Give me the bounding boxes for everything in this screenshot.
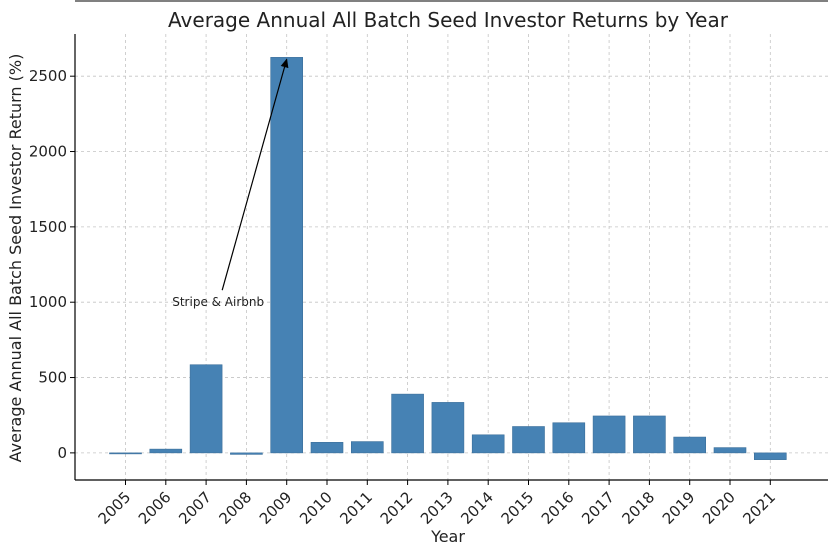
x-tick-label: 2013: [417, 488, 457, 528]
x-tick-label: 2006: [135, 488, 175, 528]
x-tick-label: 2009: [256, 488, 296, 528]
bar-2019: [673, 436, 707, 454]
x-tick-label: 2005: [95, 488, 135, 528]
x-axis-label: Year: [430, 527, 465, 546]
y-axis-label: Average Annual All Batch Seed Investor R…: [6, 54, 25, 463]
x-tick-label: 2019: [659, 488, 699, 528]
bar-2008: [230, 452, 263, 455]
bar-2015: [512, 426, 545, 454]
bar-2017: [592, 415, 626, 454]
bar-2020: [713, 447, 747, 454]
annotations: Stripe & Airbnb: [172, 58, 289, 309]
x-tick-label: 2010: [296, 488, 336, 528]
bar-2016: [552, 422, 586, 454]
chart-title: Average Annual All Batch Seed Investor R…: [168, 8, 729, 32]
y-tick-label: 0: [57, 444, 67, 462]
annotation-label: Stripe & Airbnb: [172, 295, 264, 309]
x-tick-label: 2015: [498, 488, 538, 528]
bar-2012: [391, 393, 424, 454]
bar-2007: [189, 364, 223, 454]
y-tick-label: 2000: [29, 143, 67, 161]
x-tick-label: 2012: [377, 488, 417, 528]
bar-2010: [310, 442, 344, 454]
x-tick-label: 2017: [578, 488, 618, 528]
axes: [70, 0, 828, 485]
bar-2018: [633, 415, 666, 454]
y-tick-label: 2500: [29, 67, 67, 85]
x-tick-label: 2014: [457, 488, 497, 528]
y-tick-label: 1500: [29, 218, 67, 236]
x-tick-label: 2007: [175, 488, 215, 528]
annotation-arrow: [221, 58, 289, 291]
grid: [75, 34, 828, 480]
bar-2006: [149, 448, 183, 454]
x-tick-label: 2008: [215, 488, 255, 528]
y-tick-label: 500: [38, 369, 67, 387]
bar-2014: [471, 434, 505, 454]
x-tick-label: 2011: [336, 488, 376, 528]
bar-2021: [753, 452, 787, 460]
tick-labels: 0 500 1000 1500 2000 2500 2005 2006 2007 2008 2009…: [29, 67, 779, 528]
bar-2013: [431, 402, 465, 454]
bar-2005: [109, 452, 142, 455]
y-tick-label: 1000: [29, 293, 67, 311]
x-tick-label: 2016: [538, 488, 578, 528]
bar-2011: [350, 441, 384, 454]
bars: [109, 57, 787, 460]
x-tick-label: 2021: [739, 488, 779, 528]
bar-2009: [270, 57, 304, 454]
x-tick-label: 2020: [699, 488, 739, 528]
x-tick-label: 2018: [618, 488, 658, 528]
